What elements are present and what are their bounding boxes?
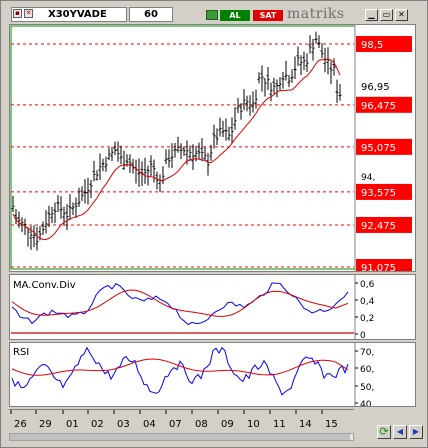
time-label: 09 [221,419,234,430]
sell-button[interactable]: SAT [253,10,283,21]
horizontal-scrollbar[interactable] [9,433,354,441]
level-tag-label: 93,575 [361,188,396,199]
current-price-label: 96,95 [361,82,390,93]
axis-label: 60, [360,365,374,375]
time-label: 01 [66,419,79,430]
rsi-line [11,346,349,396]
buy-button[interactable]: AL [220,10,250,21]
time-label: 02 [91,419,104,430]
restore-icon[interactable]: ▭ [380,9,393,21]
axis-label: 50, [360,383,374,393]
close-icon[interactable]: ✕ [24,9,33,18]
axis-label: 0,2 [360,314,374,324]
time-label: 15 [325,419,338,430]
green-square-icon[interactable] [206,10,218,20]
level-tag [356,259,412,271]
matriks-logo: matriks [287,6,345,22]
refresh-icon[interactable]: ⟳ [377,425,391,439]
period-input[interactable]: 60 [129,7,173,22]
level-tag-label: 98,5 [361,40,383,51]
symbol-input[interactable]: X30YVADE [11,7,127,22]
macd-chart: MA.Conv.Div 0,6 0,4 0,2 0 [11,275,375,339]
price-chart: 98,5 96,475 95,075 93,575 92,475 91,075 96,95… [10,25,412,271]
time-label: 10 [247,419,260,430]
axis-label: 0 [360,331,366,339]
current-price-box [356,77,404,95]
macd-panel[interactable]: MA.Conv.Div 0,6 0,4 0,2 0 [9,274,416,340]
time-label: 14 [299,419,312,430]
level-tag [356,36,412,52]
time-label: 04 [143,419,156,430]
level-tag-label: 92,475 [361,221,396,232]
scroll-left-icon[interactable]: ◀ [393,425,407,439]
level-tag-label: 96,475 [361,101,396,112]
rsi-chart: RSI 70, 60, 50, 40, [11,343,374,406]
scrollbar-thumb[interactable] [10,434,350,440]
price-panel[interactable]: 98,5 96,475 95,075 93,575 92,475 91,075 96,95… [9,24,416,272]
macd-title: MA.Conv.Div [13,280,76,291]
rsi-title: RSI [13,347,29,358]
axis-label: 0,4 [360,297,375,307]
minimize-icon[interactable]: ▁ [365,9,378,21]
level-tag [356,216,412,233]
level-tag [356,96,412,113]
time-axis: 26 29 01 02 03 04 07 08 09 10 11 14 15 [9,409,354,431]
time-label: 29 [39,419,52,430]
macd-line [11,282,349,326]
close-window-icon[interactable]: ✕ [395,9,408,21]
axis-label: 70, [360,348,374,358]
time-label: 08 [195,419,208,430]
scroll-right-icon[interactable]: ▶ [409,425,423,439]
axis-label: 40, [360,400,374,406]
axis-label: 94, [361,173,375,183]
time-label: 03 [117,419,130,430]
rsi-average-line [11,358,349,376]
axis-label: 0,6 [360,280,375,290]
time-axis-labels: 26 29 01 02 03 04 07 08 09 10 11 14 15 [10,410,338,430]
time-label: 26 [14,419,27,430]
level-tag [356,138,412,155]
level-tag [356,183,412,200]
time-label: 11 [273,419,286,430]
title-bar: X30YVADE ▪ ✕ 60 AL SAT matriks ▁ ▭ ✕ [3,3,425,22]
plot-frame [10,25,356,270]
time-label: 07 [169,419,182,430]
rsi-panel[interactable]: RSI 70, 60, 50, 40, [9,342,416,407]
level-tag-label: 95,075 [361,143,396,154]
signal-line [11,289,349,317]
chart-icon[interactable]: ▪ [13,9,22,18]
level-tag-label: 91,075 [361,263,396,271]
moving-average-line [12,58,341,241]
